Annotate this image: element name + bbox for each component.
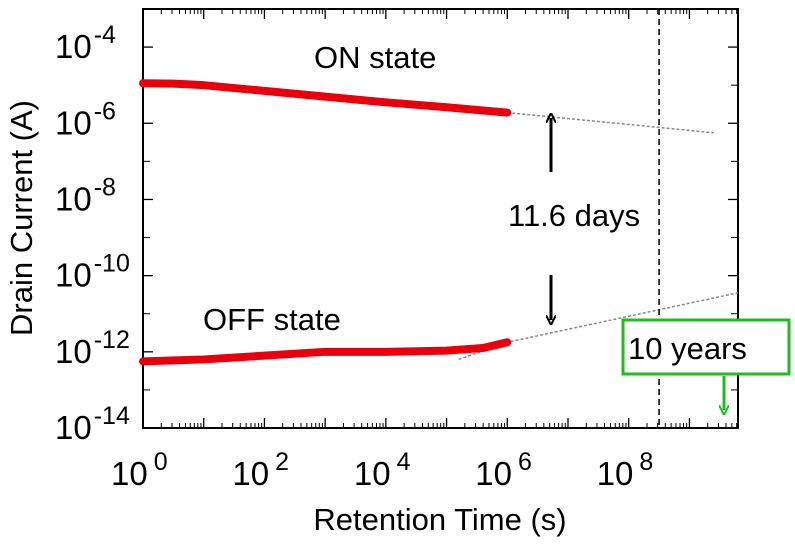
x-axis-title: Retention Time (s): [313, 502, 566, 537]
y-tick-label: 10-6: [55, 97, 116, 141]
on-state-series-line: [139, 79, 512, 117]
tick-labels: 10 0 10 2 10 4 10 6 10 8 10-4 10-6 10-8 10-10 10-12 10-…: [55, 21, 653, 492]
y-tick-label: 10-8: [55, 173, 116, 217]
y-tick-label: 10-12: [55, 326, 130, 370]
x-tick-label: 10 2: [232, 448, 289, 492]
y-tick-label: 10-10: [55, 250, 130, 294]
x-tick-label: 10 0: [111, 448, 168, 492]
y-tick-label: 10-14: [55, 402, 130, 446]
x-tick-label: 10 4: [354, 448, 411, 492]
off-state-label: OFF state: [203, 302, 341, 337]
ten-years-box: [621, 318, 791, 376]
off-state-series-line: [139, 338, 512, 366]
series-layer: [139, 79, 739, 366]
ten-years-label: 10 years: [628, 331, 747, 366]
y-axis-title: Drain Current (A): [4, 100, 39, 336]
y-tick-label: 10-4: [55, 21, 116, 65]
plot-frame: [142, 8, 739, 429]
on-state-extrapolation: [507, 111, 714, 134]
x-tick-label: 10 6: [475, 448, 532, 492]
x-tick-label: 10 8: [597, 448, 654, 492]
gap-label: 11.6 days: [508, 198, 640, 233]
on-state-label: ON state: [314, 40, 436, 75]
